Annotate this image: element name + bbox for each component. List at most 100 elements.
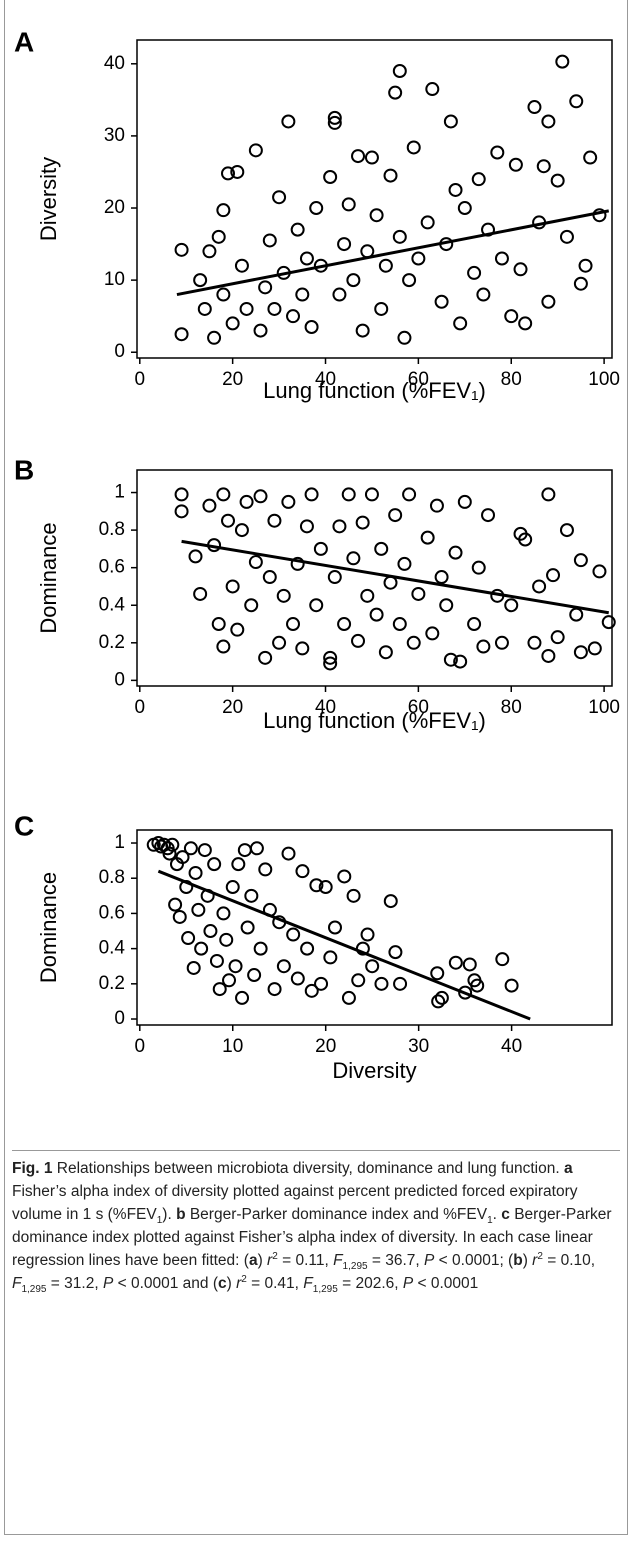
caption-text: Fisher’s alpha index of diversity plotte…	[12, 1183, 578, 1223]
point	[203, 924, 218, 939]
y-tick-label: 0.8	[99, 519, 125, 540]
caption-text: = 31.2,	[46, 1275, 103, 1292]
y-tick-label: 0.2	[99, 973, 125, 994]
point	[221, 513, 236, 528]
y-tick-label: 20	[104, 197, 125, 218]
caption-text: )	[522, 1252, 533, 1269]
point	[332, 287, 347, 302]
point	[332, 519, 347, 534]
point	[346, 273, 361, 288]
point	[355, 515, 370, 530]
point	[476, 639, 491, 654]
panel-label: C	[14, 810, 34, 841]
point	[504, 978, 519, 993]
point	[276, 588, 291, 603]
point	[216, 639, 231, 654]
point	[378, 645, 393, 660]
caption-text: 2	[241, 1273, 247, 1285]
point	[462, 957, 477, 972]
point	[392, 64, 407, 79]
point	[532, 579, 547, 594]
point	[304, 983, 319, 998]
caption-text: = 0.10,	[542, 1252, 596, 1269]
caption-text: F	[303, 1275, 313, 1292]
point	[247, 968, 262, 983]
point	[439, 598, 454, 613]
point	[360, 927, 375, 942]
point	[299, 251, 314, 266]
caption-text: a	[248, 1252, 258, 1269]
point	[374, 301, 389, 316]
point	[323, 656, 338, 671]
figure-frame	[4, 0, 628, 1535]
point	[216, 487, 231, 502]
y-axis-title: Diversity	[36, 157, 61, 241]
point	[230, 622, 245, 637]
point	[323, 650, 338, 665]
point	[230, 164, 245, 179]
point	[448, 955, 463, 970]
point	[337, 869, 352, 884]
point	[369, 208, 384, 223]
plot-frame	[136, 829, 613, 1026]
point	[299, 519, 314, 534]
point	[193, 586, 208, 601]
point	[228, 959, 243, 974]
point	[388, 945, 403, 960]
point	[583, 150, 598, 165]
point	[355, 323, 370, 338]
x-tick-label: 80	[501, 369, 522, 390]
point	[513, 262, 528, 277]
point	[569, 607, 584, 622]
trend-line	[157, 869, 531, 1021]
panel-label: A	[14, 26, 34, 57]
point	[211, 617, 226, 632]
point	[202, 244, 217, 259]
point	[494, 635, 509, 650]
point	[365, 959, 380, 974]
caption-text: c	[218, 1275, 227, 1292]
point	[174, 487, 189, 502]
point	[471, 172, 486, 187]
point	[314, 976, 329, 991]
caption-text: = 36.7,	[367, 1252, 425, 1269]
caption-text: = 0.11,	[277, 1252, 334, 1269]
point	[186, 960, 201, 975]
point	[504, 309, 519, 324]
point	[411, 586, 426, 601]
point	[601, 615, 616, 630]
point	[448, 545, 463, 560]
x-tick-label: 40	[501, 1036, 522, 1057]
point	[397, 330, 412, 345]
point	[175, 850, 190, 865]
point	[225, 579, 240, 594]
point	[202, 498, 217, 513]
point	[453, 316, 468, 331]
point	[541, 648, 556, 663]
caption-text: 2	[272, 1250, 278, 1262]
x-tick-label: 60	[408, 369, 429, 390]
point	[212, 982, 227, 997]
point	[495, 952, 510, 967]
x-tick-label: 0	[134, 697, 145, 718]
y-tick-label: 10	[104, 269, 125, 290]
caption-text: F	[333, 1252, 343, 1269]
point	[327, 115, 342, 130]
plot-frame	[136, 39, 613, 359]
x-tick-label: 0	[134, 1036, 145, 1057]
x-tick-label: 100	[588, 369, 620, 390]
point	[559, 229, 574, 244]
point	[369, 607, 384, 622]
panel-label: B	[14, 454, 34, 485]
point	[272, 190, 287, 205]
point	[351, 633, 366, 648]
point	[458, 985, 473, 1000]
point	[443, 652, 458, 667]
x-tick-label: 60	[408, 697, 429, 718]
point	[402, 273, 417, 288]
point	[559, 523, 574, 538]
point	[541, 114, 556, 129]
point	[541, 487, 556, 502]
point	[258, 862, 273, 877]
point	[555, 54, 570, 69]
